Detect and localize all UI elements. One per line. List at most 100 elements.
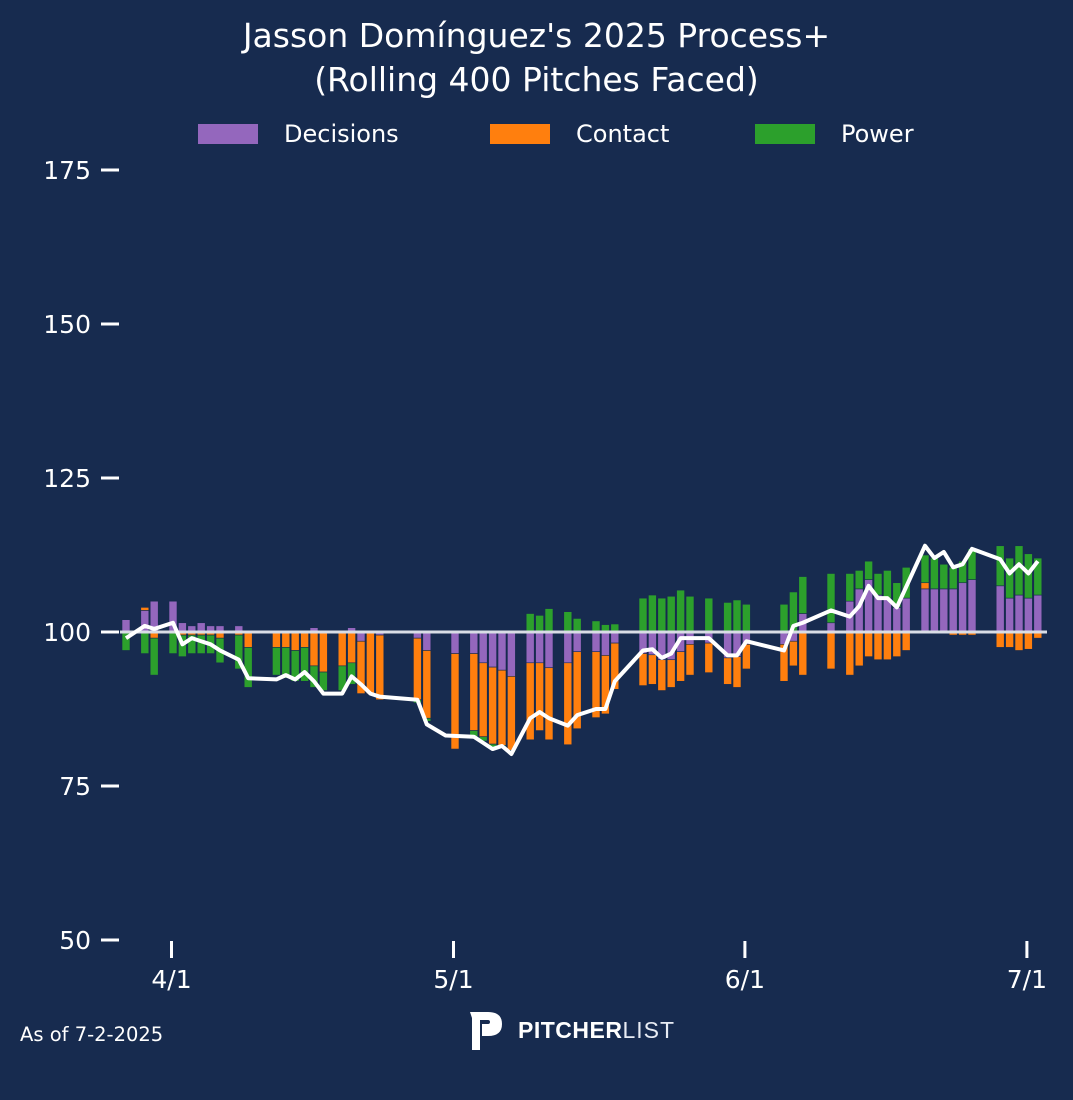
chart-title: Jasson Domínguez's 2025 Process+ (Rollin… (0, 14, 1073, 102)
y-axis: 50 75 100 125 150 175 (43, 156, 119, 955)
bar-segment-decisions (920, 588, 930, 633)
x-tick-label: 6/1 (725, 965, 765, 994)
bar-segment-contact (779, 644, 789, 682)
bar-segment-contact (845, 631, 855, 676)
bar-segment-decisions (450, 631, 460, 654)
process-plus-line (124, 543, 1040, 756)
bar-segment-decisions (958, 582, 967, 633)
bar-segment-power (704, 597, 714, 633)
legend: Decisions Contact Power (0, 118, 1073, 150)
bar-segment-contact (300, 631, 309, 648)
bar-segment-decisions (469, 631, 479, 654)
bar-segment-contact (610, 642, 620, 690)
bar-segment-contact (319, 631, 328, 673)
bar-segment-contact (1024, 631, 1033, 650)
bar-segment-contact (413, 637, 422, 701)
bar-segment-decisions (1024, 597, 1033, 633)
bar-segment-contact (873, 631, 883, 661)
legend-swatch-power (755, 124, 815, 144)
bar-segment-contact (356, 640, 366, 694)
bar-segment-power (272, 647, 281, 676)
bar-segment-power (243, 647, 253, 688)
bar-segment-power (732, 599, 742, 633)
bar-segment-decisions (610, 631, 620, 644)
logo-text-light: LIST (622, 1016, 676, 1043)
y-tick-label: 175 (43, 156, 91, 185)
bar-segment-decisions (1014, 594, 1024, 633)
bar-segment-power (1033, 557, 1043, 596)
logo-text-bold: PITCHER (518, 1016, 623, 1043)
bar-segment-contact (535, 662, 544, 731)
bar-segment-power (657, 597, 667, 633)
bar-segment-power (826, 573, 836, 624)
y-tick-label: 50 (59, 926, 91, 955)
bar-segment-contact (798, 631, 808, 676)
bar-segment-contact (281, 631, 291, 648)
bar-segment-decisions (535, 631, 544, 664)
legend-item-decisions: Decisions (198, 118, 399, 150)
bar-segment-contact (366, 631, 375, 694)
bar-segment-power (187, 634, 197, 654)
bar-segment-power (723, 602, 732, 633)
bar-segment-contact (309, 631, 319, 667)
bar-segment-power (666, 595, 676, 633)
bar-segment-contact (901, 631, 911, 651)
bar-segment-contact (243, 631, 253, 648)
pitcherlist-p-icon (470, 1012, 502, 1050)
bar-segment-contact (723, 657, 732, 685)
bar-segment-power (939, 563, 949, 590)
bar-segment-contact (648, 654, 657, 685)
bar-segment-contact (666, 659, 676, 688)
bar-segment-power (920, 554, 930, 584)
bar-segment-contact (272, 631, 281, 648)
bar-segment-decisions (544, 631, 554, 669)
bar-segment-contact (864, 631, 873, 657)
bar-segment-power (845, 573, 855, 602)
bar-segment-contact (544, 667, 554, 741)
bar-segment-contact (497, 669, 507, 746)
bar-segment-decisions (901, 597, 911, 633)
bar-segment-contact (826, 631, 836, 670)
bar-segment-contact (732, 656, 742, 688)
bar-segment-power (742, 603, 751, 633)
bar-segment-power (572, 618, 582, 633)
bar-segment-contact (920, 582, 930, 590)
legend-item-power: Power (755, 118, 914, 150)
bar-segment-contact (591, 651, 601, 718)
bar-segment-power (300, 647, 309, 682)
bar-segment-contact (525, 662, 535, 741)
bar-segment-power (930, 557, 939, 590)
bar-segment-contact (422, 650, 432, 719)
bar-segment-power (1014, 545, 1024, 596)
bar-segment-contact (638, 653, 648, 686)
bar-segment-power (854, 570, 864, 590)
legend-label-contact: Contact (576, 120, 670, 148)
bar-segment-decisions (591, 631, 601, 653)
bar-segment-decisions (488, 631, 497, 668)
bar-segment-power (1005, 557, 1014, 599)
bar-segment-power (591, 620, 601, 633)
bars-layer (121, 545, 1043, 753)
bar-segment-power (948, 567, 958, 590)
bar-segment-contact (450, 653, 460, 750)
bar-segment-contact (995, 631, 1005, 648)
bar-segment-decisions (422, 631, 432, 651)
y-tick-label: 75 (59, 772, 91, 801)
x-axis: 4/1 5/1 6/1 7/1 (151, 941, 1047, 994)
x-tick-label: 4/1 (151, 965, 191, 994)
bar-segment-decisions (497, 631, 507, 671)
bar-segment-contact (789, 640, 798, 667)
y-tick-label: 150 (43, 310, 91, 339)
legend-label-power: Power (841, 120, 914, 148)
bar-segment-power (347, 662, 356, 685)
bar-segment-power (563, 611, 573, 633)
legend-item-contact: Contact (490, 118, 669, 150)
legend-label-decisions: Decisions (284, 120, 399, 148)
bar-segment-contact (337, 631, 347, 667)
bar-segment-decisions (873, 594, 883, 633)
bar-segment-contact (469, 653, 479, 731)
bar-segment-contact (563, 662, 573, 746)
y-tick-label: 100 (43, 618, 91, 647)
y-tick-label: 125 (43, 464, 91, 493)
pitcherlist-logo: PITCHER LIST (466, 1008, 675, 1052)
